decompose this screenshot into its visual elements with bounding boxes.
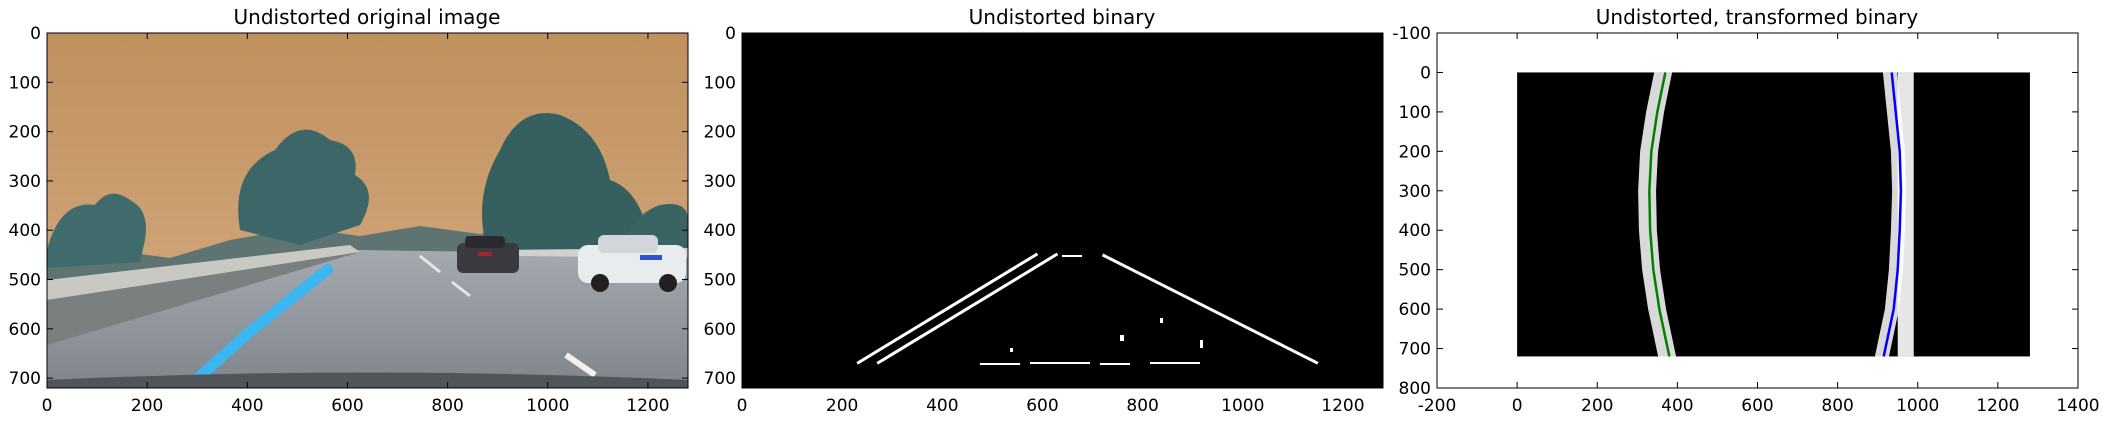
y-tick-label: -100 <box>1392 24 1431 44</box>
y-tick-label: 700 <box>9 369 41 389</box>
y-tick-label: 300 <box>1399 182 1431 202</box>
x-tick-label: 200 <box>826 396 858 416</box>
y-tick-label: 200 <box>704 123 736 143</box>
left-lane-line <box>856 252 1039 365</box>
ticks-panel-1: 0 200 400 600 800 1000 1200 0 100 200 300 400 500 600… <box>9 24 688 416</box>
panel-original-image: Undistorted original image <box>9 5 689 416</box>
lane-dash-1 <box>419 254 441 274</box>
original-image <box>47 33 688 388</box>
x-tick-label: 800 <box>1126 396 1158 416</box>
title-original: Undistorted original image <box>234 5 501 29</box>
y-tick-label: 700 <box>1399 340 1431 360</box>
barrier-left <box>47 245 360 300</box>
y-tick-label: 0 <box>725 24 736 44</box>
right-lane-line <box>1101 253 1319 365</box>
car-hood <box>47 372 688 388</box>
y-tick-label: 200 <box>1399 142 1431 162</box>
y-tick-label: 600 <box>9 320 41 340</box>
panel-binary: Undistorted binary 0 200 400 600 800 1000 1200… <box>704 5 1384 416</box>
car-dark <box>457 236 519 273</box>
lane-edge-right <box>1897 72 1914 357</box>
x-tick-label: 400 <box>926 396 958 416</box>
title-transformed: Undistorted, transformed binary <box>1596 5 1919 29</box>
x-tick-label: 600 <box>331 396 363 416</box>
y-tick-label: 700 <box>704 369 736 389</box>
ticks-panel-2: 0 200 400 600 800 1000 1200 0 100 200 300 400 500 600… <box>704 24 1383 416</box>
lane-dash-3 <box>564 352 597 378</box>
x-tick-label: 600 <box>1741 396 1773 416</box>
x-tick-label: -200 <box>1418 396 1457 416</box>
x-tick-label: 600 <box>1026 396 1058 416</box>
x-tick-label: 1200 <box>1976 396 2019 416</box>
y-tick-label: 500 <box>704 271 736 291</box>
y-tick-label: 200 <box>9 123 41 143</box>
ticks-panel-3: -200 0 200 400 600 800 1000 1200 1400 -100 0 100 200… <box>1392 24 2099 416</box>
x-tick-label: 200 <box>1581 396 1613 416</box>
x-tick-label: 200 <box>131 396 163 416</box>
x-tick-label: 0 <box>737 396 748 416</box>
transformed-image <box>1517 72 2030 357</box>
panel-transformed: Undistorted, transformed binary -200 0 200… <box>1392 5 2099 416</box>
y-tick-label: 100 <box>1399 103 1431 123</box>
x-tick-label: 800 <box>431 396 463 416</box>
title-binary: Undistorted binary <box>969 5 1156 29</box>
binary-background <box>742 33 1383 388</box>
fit-line-left <box>1648 72 1671 357</box>
y-tick-label: 800 <box>1399 379 1431 399</box>
left-lane-line-inner <box>876 252 1059 365</box>
x-tick-label: 400 <box>231 396 263 416</box>
x-tick-label: 1000 <box>1896 396 1939 416</box>
y-tick-label: 400 <box>9 221 41 241</box>
fit-line-right <box>1882 72 1903 357</box>
axes-frame-2 <box>741 32 1384 389</box>
car-white <box>578 235 686 292</box>
y-tick-label: 100 <box>9 73 41 93</box>
x-tick-label: 1000 <box>1221 396 1264 416</box>
binary-image <box>742 33 1383 388</box>
binary-noise <box>980 255 1203 365</box>
warped-image <box>1517 72 2030 357</box>
y-tick-label: 0 <box>1420 63 1431 83</box>
axes-frame-1 <box>46 32 689 389</box>
y-tick-label: 0 <box>30 24 41 44</box>
tree-left <box>47 193 146 268</box>
x-tick-label: 800 <box>1821 396 1853 416</box>
y-tick-label: 400 <box>1399 221 1431 241</box>
y-tick-label: 300 <box>704 172 736 192</box>
y-tick-label: 600 <box>1399 300 1431 320</box>
x-tick-label: 1200 <box>626 396 669 416</box>
highlighted-lane <box>181 264 333 388</box>
y-tick-label: 500 <box>1399 261 1431 281</box>
x-tick-label: 1400 <box>2056 396 2099 416</box>
x-tick-label: 0 <box>1512 396 1523 416</box>
barrier-shadow <box>47 252 360 345</box>
x-tick-label: 400 <box>1661 396 1693 416</box>
x-tick-label: 1000 <box>526 396 569 416</box>
y-tick-label: 100 <box>704 73 736 93</box>
x-tick-label: 1200 <box>1321 396 1364 416</box>
y-tick-label: 300 <box>9 172 41 192</box>
y-tick-label: 600 <box>704 320 736 340</box>
x-tick-label: 0 <box>42 396 53 416</box>
tree-center <box>238 129 369 245</box>
y-tick-label: 500 <box>9 271 41 291</box>
tree-right <box>482 113 650 262</box>
lane-band <box>1638 72 1677 357</box>
y-tick-label: 400 <box>704 221 736 241</box>
lane-dash-2 <box>451 280 471 298</box>
